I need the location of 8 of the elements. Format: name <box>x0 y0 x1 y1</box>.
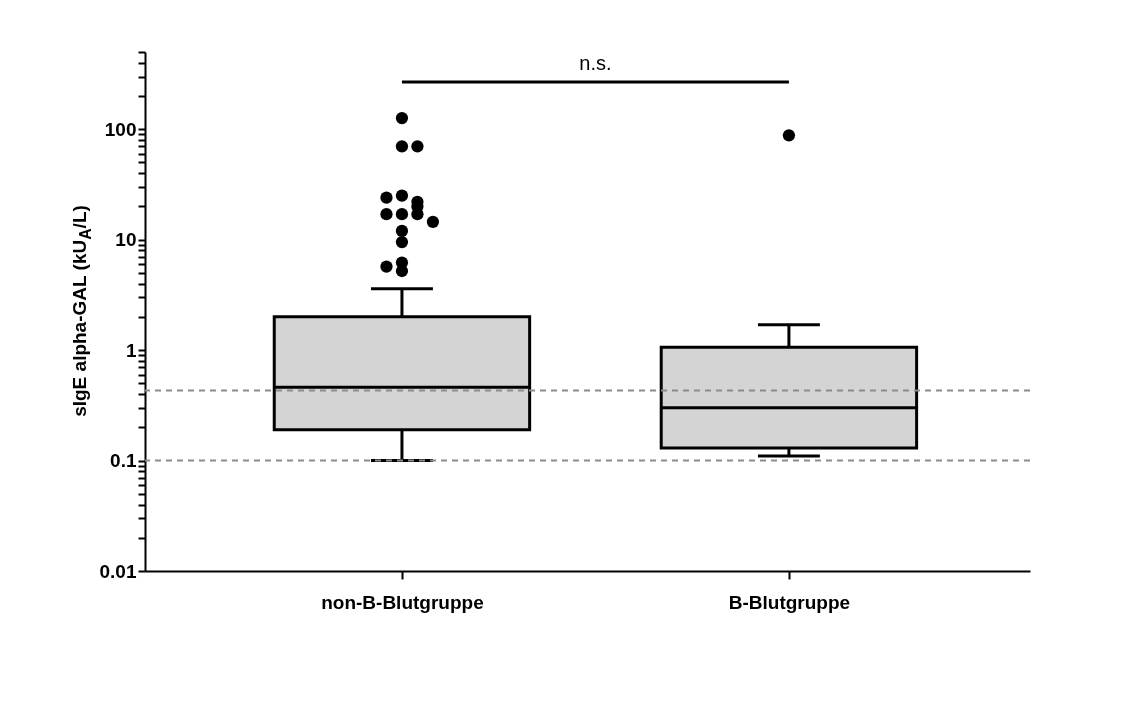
y-tick-label: 1 <box>125 339 137 361</box>
annotation: n.s. <box>579 52 612 74</box>
y-tick-label: 10 <box>115 229 137 251</box>
y-tick-label: 0.1 <box>110 450 137 472</box>
x-tick-label: B-Blutgruppe <box>728 591 851 613</box>
y-tick-label: 100 <box>104 118 137 140</box>
x-tick-label: non-B-Blutgruppe <box>321 591 484 613</box>
y-tick-label: 0.01 <box>99 560 137 582</box>
